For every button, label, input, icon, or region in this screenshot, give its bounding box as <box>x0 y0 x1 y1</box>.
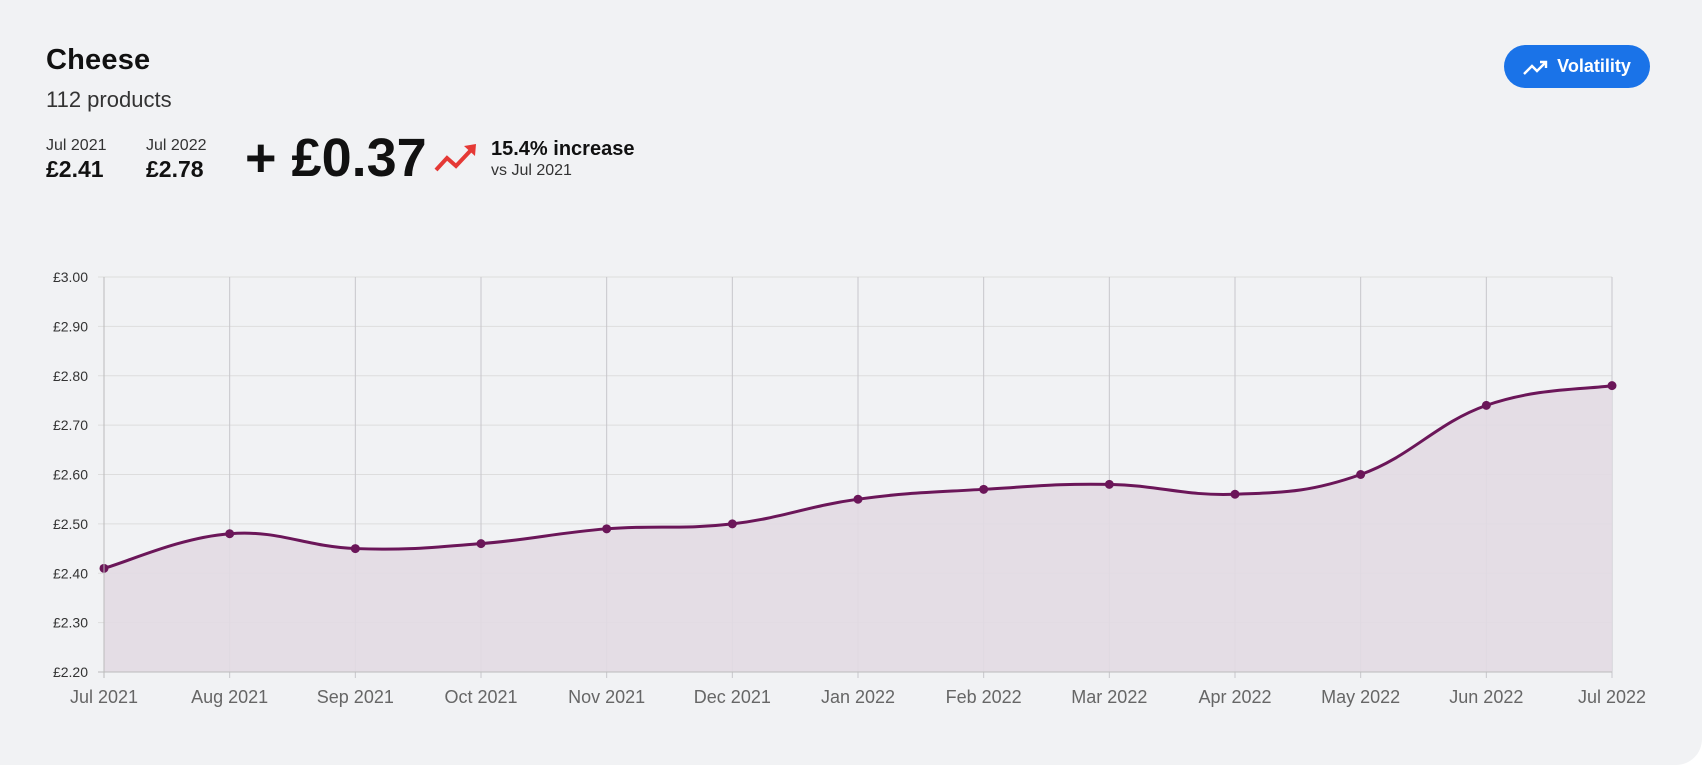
x-tick-label: Jan 2022 <box>821 687 895 707</box>
series-area-fill <box>104 385 1612 672</box>
comparison-label: vs Jul 2021 <box>491 162 572 179</box>
data-point[interactable] <box>1607 381 1617 391</box>
x-tick-label: Feb 2022 <box>946 687 1022 707</box>
data-point[interactable] <box>1230 489 1240 499</box>
x-tick-label: Nov 2021 <box>568 687 645 707</box>
trending-up-icon <box>1523 60 1548 75</box>
data-point[interactable] <box>727 519 737 529</box>
chart-grid <box>98 276 1613 678</box>
end-period-label: Jul 2022 <box>146 137 207 154</box>
data-point[interactable] <box>1481 400 1491 410</box>
chart-area <box>103 384 1613 672</box>
price-change: + £0.37 <box>245 128 427 188</box>
y-tick-label: £2.80 <box>53 368 88 384</box>
data-point[interactable] <box>99 563 109 573</box>
x-tick-label: Dec 2021 <box>694 687 771 707</box>
data-point[interactable] <box>225 529 235 539</box>
page-title: Cheese <box>46 44 151 76</box>
x-tick-label: Mar 2022 <box>1071 687 1147 707</box>
x-tick-label: Apr 2022 <box>1198 687 1271 707</box>
x-tick-label: Jun 2022 <box>1449 687 1523 707</box>
y-tick-label: £2.40 <box>53 565 88 581</box>
x-axis: Jul 2021 Aug 2021 Sep 2021 Oct 2021 Nov 2021… <box>70 671 1646 707</box>
data-point[interactable] <box>602 524 612 534</box>
percent-change: 15.4% increase <box>491 138 635 160</box>
y-tick-label: £2.90 <box>53 318 88 334</box>
data-point[interactable] <box>1104 479 1114 489</box>
data-point[interactable] <box>1356 470 1366 479</box>
series-line <box>103 384 1613 570</box>
x-tick-label: Jul 2021 <box>70 687 138 707</box>
start-period-price: £2.41 <box>46 156 104 182</box>
y-tick-label: £3.00 <box>53 269 88 285</box>
data-point[interactable] <box>476 539 486 549</box>
x-tick-label: Oct 2021 <box>444 687 517 707</box>
end-period-price: £2.78 <box>146 156 204 182</box>
start-period-label: Jul 2021 <box>46 137 107 154</box>
x-tick-label: Sep 2021 <box>317 687 394 707</box>
y-tick-label: £2.30 <box>53 615 88 631</box>
y-tick-label: £2.50 <box>53 516 88 532</box>
x-tick-label: May 2022 <box>1321 687 1400 707</box>
end-period: Jul 2022 £2.78 <box>146 137 207 183</box>
y-tick-label: £2.70 <box>53 417 88 433</box>
x-tick-label: Jul 2022 <box>1578 687 1646 707</box>
volatility-button[interactable]: Volatility <box>1504 45 1650 88</box>
x-tick-label: Aug 2021 <box>191 687 268 707</box>
trending-up-icon <box>434 144 476 172</box>
y-tick-label: £2.60 <box>53 467 88 483</box>
data-point[interactable] <box>979 484 989 494</box>
data-point[interactable] <box>350 544 360 554</box>
chart-points <box>99 381 1617 573</box>
product-count: 112 products <box>46 87 172 112</box>
data-point[interactable] <box>853 494 863 504</box>
volatility-button-label: Volatility <box>1557 56 1631 76</box>
y-tick-label: £2.20 <box>53 664 88 680</box>
y-axis: £3.00 £2.90 £2.80 £2.70 £2.60 £2.50 £2.40 £2.30… <box>53 269 105 680</box>
start-period: Jul 2021 £2.41 <box>46 137 107 183</box>
